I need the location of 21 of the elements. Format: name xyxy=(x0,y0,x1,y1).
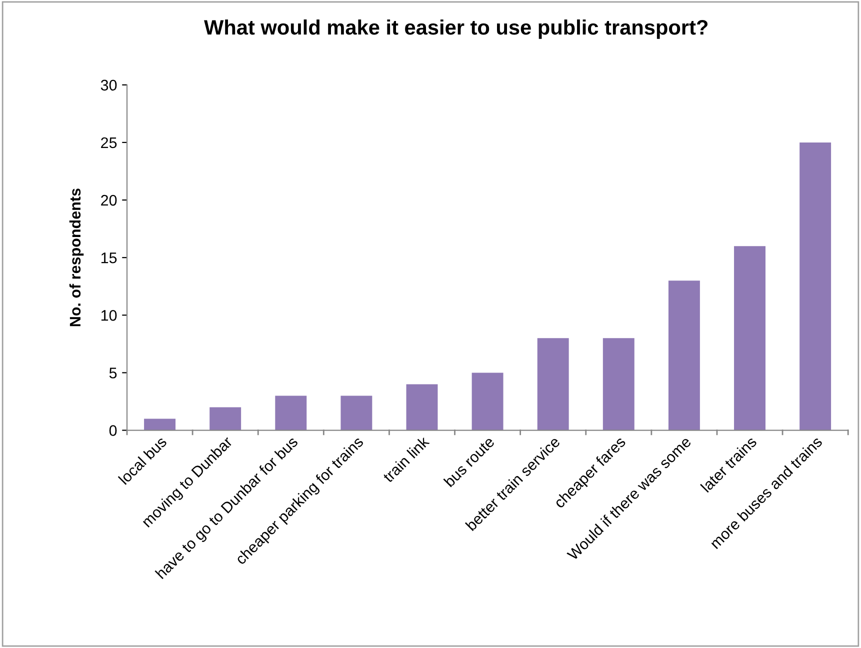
bar xyxy=(734,246,766,430)
bar xyxy=(537,338,569,430)
x-tick-label: train link xyxy=(382,435,430,484)
y-tick-label: 30 xyxy=(100,80,117,91)
y-tick-label: 0 xyxy=(109,425,117,436)
y-tick-label: 10 xyxy=(101,310,117,321)
bar xyxy=(668,280,700,430)
bar xyxy=(210,407,242,430)
bar xyxy=(340,396,372,430)
y-tick-label: 5 xyxy=(109,368,117,378)
bar xyxy=(472,372,504,430)
chart-title: What would make it easier to use public transport? xyxy=(204,19,708,39)
bar xyxy=(275,396,307,430)
y-tick-label: 15 xyxy=(101,252,117,264)
bar xyxy=(800,142,832,430)
y-tick-label: 25 xyxy=(101,137,117,148)
bar xyxy=(602,338,634,430)
y-tick-label: 20 xyxy=(101,194,117,206)
bar xyxy=(406,384,438,430)
bar xyxy=(144,418,176,430)
y-axis-title: No. of respondents xyxy=(69,188,84,326)
